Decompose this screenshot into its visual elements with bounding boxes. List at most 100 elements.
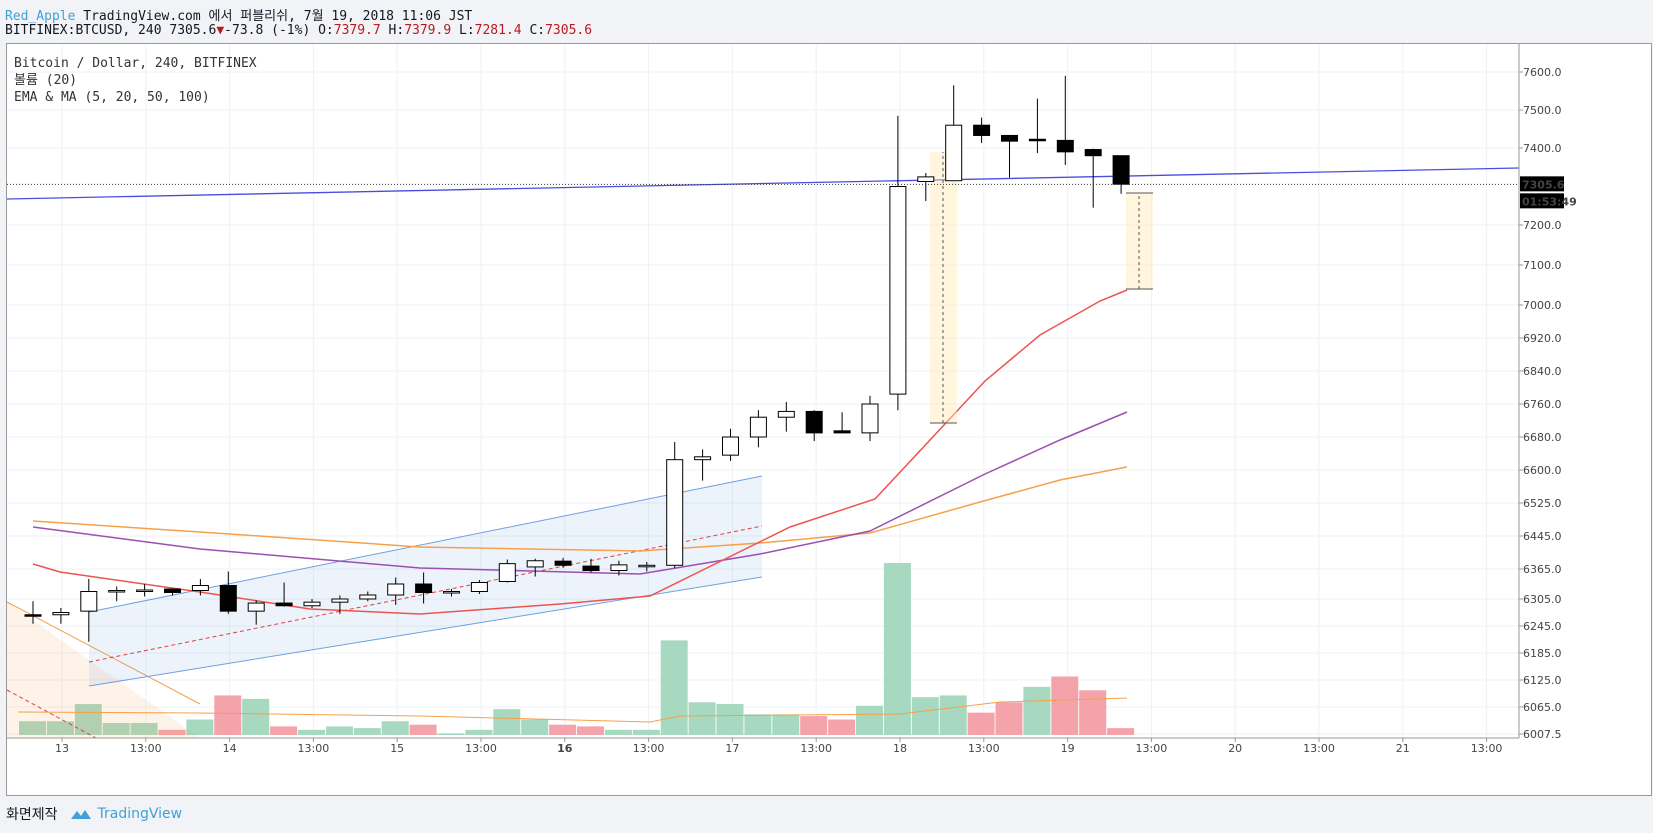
candle-body bbox=[805, 410, 823, 434]
current-price-text: 7305.6 bbox=[1522, 178, 1565, 191]
volume-bar bbox=[772, 714, 800, 735]
candle-body bbox=[359, 594, 377, 600]
publish-header: Red_Apple TradingView.com 에서 퍼블리쉬, 7월 19… bbox=[5, 5, 472, 24]
volume-bar bbox=[158, 729, 186, 735]
volume-bar bbox=[604, 729, 632, 735]
symbol-label: BITFINEX:BTCUSD, 240 bbox=[5, 23, 162, 38]
footer-brand[interactable]: TradingView bbox=[97, 806, 183, 822]
candle-body bbox=[275, 602, 293, 607]
price-axis-label: 7500.0 bbox=[1523, 104, 1562, 117]
candle-body bbox=[889, 186, 907, 395]
candle-body bbox=[191, 585, 209, 591]
candle-body bbox=[777, 410, 795, 418]
volume-bar bbox=[214, 695, 242, 735]
channel-lower bbox=[88, 576, 763, 687]
candle-body bbox=[1028, 138, 1046, 142]
candle-body bbox=[80, 591, 98, 612]
high-label: H: bbox=[388, 23, 405, 38]
chart-legend: Bitcoin / Dollar, 240, BITFINEX 볼륨 (20) … bbox=[14, 55, 257, 106]
price-axis-label: 6065.0 bbox=[1523, 701, 1562, 714]
time-axis-label: 13:00 bbox=[1303, 742, 1335, 755]
price-axis-label: 6185.0 bbox=[1523, 647, 1562, 660]
time-axis-label: 13:00 bbox=[1136, 742, 1168, 755]
author-name[interactable]: Red_Apple bbox=[5, 9, 76, 24]
triangle-line bbox=[6, 601, 201, 705]
volume-bar bbox=[911, 697, 939, 735]
current-price-tag bbox=[1520, 176, 1564, 192]
open-label: O: bbox=[318, 23, 334, 38]
volume-bar bbox=[716, 704, 744, 735]
price-axis-label: 7600.0 bbox=[1523, 66, 1562, 79]
volume-bar bbox=[660, 640, 688, 735]
price-axis-label: 6840.0 bbox=[1523, 365, 1562, 378]
price-axis-label: 6920.0 bbox=[1523, 332, 1562, 345]
volume-bar bbox=[939, 695, 967, 735]
price-axis-label: 6760.0 bbox=[1523, 398, 1562, 411]
ma-orange-line bbox=[32, 466, 1128, 552]
volume-bar bbox=[102, 722, 130, 735]
time-axis-label: 13:00 bbox=[633, 742, 665, 755]
candle-body bbox=[833, 430, 851, 434]
price-axis-label: 6125.0 bbox=[1523, 674, 1562, 687]
time-axis-label: 13:00 bbox=[298, 742, 330, 755]
chart-panel[interactable] bbox=[6, 43, 1652, 796]
publish-info: TradingView.com 에서 퍼블리쉬, 7월 19, 2018 11:… bbox=[83, 9, 473, 24]
volume-bar bbox=[828, 719, 856, 735]
volume-bar bbox=[465, 729, 493, 735]
candle-body bbox=[582, 565, 600, 571]
footer: 화면제작 TradingView bbox=[6, 804, 182, 824]
volume-bar bbox=[549, 724, 577, 735]
volume-bar bbox=[46, 721, 74, 735]
close-value: 7305.6 bbox=[545, 23, 593, 38]
volume-bar bbox=[381, 721, 409, 735]
time-axis-label: 20 bbox=[1228, 742, 1242, 755]
candle-body bbox=[331, 598, 349, 603]
countdown-tag bbox=[1520, 193, 1564, 209]
volume-bar bbox=[883, 563, 911, 735]
countdown-text: 01:53:49 bbox=[1522, 195, 1577, 208]
candle-body bbox=[973, 124, 991, 136]
candle-body bbox=[219, 585, 237, 612]
last-price: 7305.6 bbox=[169, 23, 217, 38]
price-axis-label: 6365.0 bbox=[1523, 563, 1562, 576]
volume-ma-line bbox=[17, 697, 1128, 723]
candles bbox=[24, 75, 1130, 642]
candle-body bbox=[945, 124, 963, 182]
legend-symbol: Bitcoin / Dollar, 240, BITFINEX bbox=[14, 56, 257, 71]
volume-bar bbox=[856, 705, 883, 735]
volume-bar bbox=[521, 719, 549, 735]
candle-body bbox=[610, 564, 628, 571]
volume-bar bbox=[298, 729, 325, 735]
price-axis-label: 6445.0 bbox=[1523, 530, 1562, 543]
tradingview-logo-icon bbox=[70, 810, 91, 819]
ma-purple-line bbox=[32, 411, 1128, 575]
volume-bar bbox=[744, 714, 772, 735]
price-axis-label: 7200.0 bbox=[1523, 219, 1562, 232]
time-axis-label: 17 bbox=[725, 742, 739, 755]
price-axis-label: 6245.0 bbox=[1523, 620, 1562, 633]
candle-body bbox=[247, 602, 265, 612]
down-arrow-icon: ▼ bbox=[216, 23, 225, 38]
volume-bar bbox=[577, 726, 604, 735]
volume-bar bbox=[1079, 690, 1107, 735]
time-axis-label: 13:00 bbox=[1471, 742, 1503, 755]
candle-body bbox=[861, 403, 879, 434]
volume-bar bbox=[353, 728, 381, 735]
candle-body bbox=[722, 436, 739, 456]
volume-bar bbox=[1107, 728, 1135, 735]
dashed-line-left bbox=[6, 689, 97, 739]
time-axis-label: 13:00 bbox=[800, 742, 832, 755]
price-axis-label: 6680.0 bbox=[1523, 431, 1562, 444]
candle-body bbox=[415, 583, 433, 593]
volume-bar bbox=[186, 719, 214, 735]
candle-body bbox=[24, 614, 42, 617]
volume-bar bbox=[437, 733, 465, 735]
measure-box-1 bbox=[930, 152, 957, 423]
price-axis-label: 7400.0 bbox=[1523, 142, 1562, 155]
volume-bar bbox=[130, 722, 158, 735]
candle-body bbox=[164, 588, 181, 593]
candle-body bbox=[108, 590, 126, 593]
candle-body bbox=[52, 612, 70, 616]
open-value: 7379.7 bbox=[333, 23, 381, 38]
